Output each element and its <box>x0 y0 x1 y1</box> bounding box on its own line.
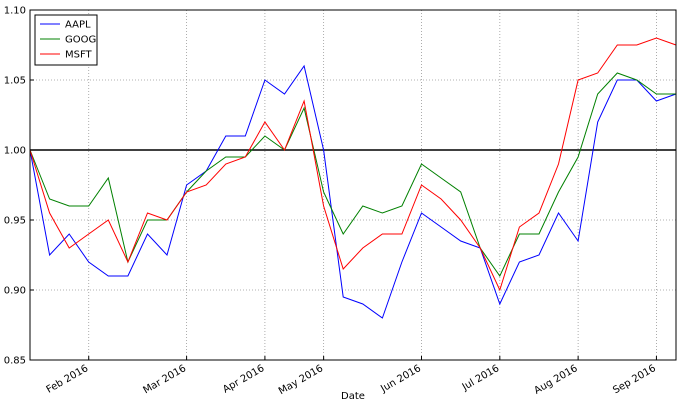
y-tick-label: 1.00 <box>4 146 26 157</box>
x-tick-label: Apr 2016 <box>221 363 266 395</box>
y-tick-label: 0.85 <box>4 356 26 367</box>
x-tick-label: Jul 2016 <box>460 363 502 393</box>
y-tick-label: 1.05 <box>4 76 26 87</box>
plot-frame <box>29 9 677 361</box>
y-tick-label: 0.90 <box>4 286 26 297</box>
series-line <box>29 37 677 292</box>
legend: AAPL GOOG MSFT <box>34 14 98 66</box>
x-tick-label: May 2016 <box>277 363 325 397</box>
plot-area <box>30 10 676 360</box>
x-tick-label: Aug 2016 <box>532 363 579 397</box>
legend-label: AAPL <box>65 20 91 31</box>
y-tick-label: 0.95 <box>4 216 26 227</box>
x-axis-label: Date <box>341 391 365 402</box>
legend-label: MSFT <box>65 50 93 61</box>
legend-label: GOOG <box>65 35 96 46</box>
x-tick-label: Sep 2016 <box>611 363 658 396</box>
x-tick-label: Jun 2016 <box>378 363 423 395</box>
legend-box <box>34 14 98 66</box>
series-line <box>29 72 676 277</box>
series-line <box>29 64 677 319</box>
x-tick-label: Feb 2016 <box>45 363 91 396</box>
x-tick-label: Mar 2016 <box>141 363 188 396</box>
y-tick-label: 1.10 <box>4 6 26 17</box>
